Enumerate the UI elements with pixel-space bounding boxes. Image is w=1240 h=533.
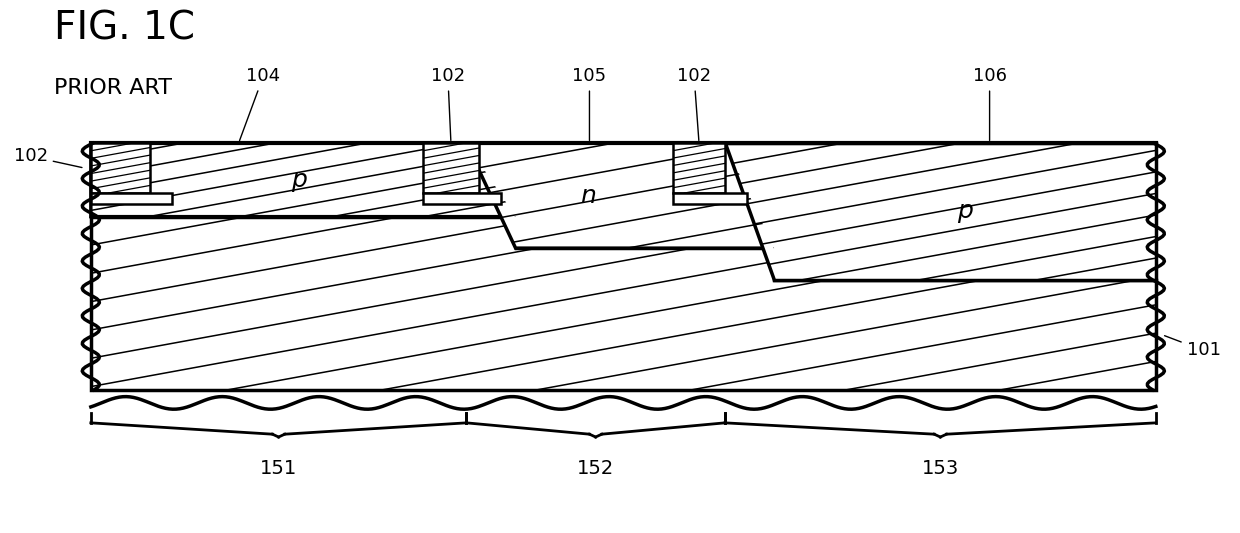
Polygon shape xyxy=(91,216,1156,390)
Text: 102: 102 xyxy=(14,147,82,167)
Polygon shape xyxy=(423,143,479,193)
Text: p: p xyxy=(291,168,306,192)
Polygon shape xyxy=(725,143,1156,280)
Text: 102: 102 xyxy=(430,68,465,140)
Text: PRIOR ART: PRIOR ART xyxy=(53,78,172,98)
Text: 104: 104 xyxy=(239,68,280,141)
Polygon shape xyxy=(91,143,150,193)
Polygon shape xyxy=(673,143,725,193)
Text: 151: 151 xyxy=(260,459,298,478)
Text: 105: 105 xyxy=(573,68,606,140)
Text: FIG. 1C: FIG. 1C xyxy=(53,10,195,47)
Polygon shape xyxy=(423,193,501,204)
Polygon shape xyxy=(673,193,746,204)
Text: 153: 153 xyxy=(921,459,959,478)
Text: 152: 152 xyxy=(577,459,614,478)
Polygon shape xyxy=(91,193,172,204)
Text: p: p xyxy=(957,199,973,223)
Text: 101: 101 xyxy=(1164,336,1220,359)
Polygon shape xyxy=(91,143,516,216)
Text: n: n xyxy=(580,184,596,208)
Text: 102: 102 xyxy=(677,68,712,140)
Polygon shape xyxy=(466,143,774,248)
Text: 106: 106 xyxy=(972,68,1007,140)
